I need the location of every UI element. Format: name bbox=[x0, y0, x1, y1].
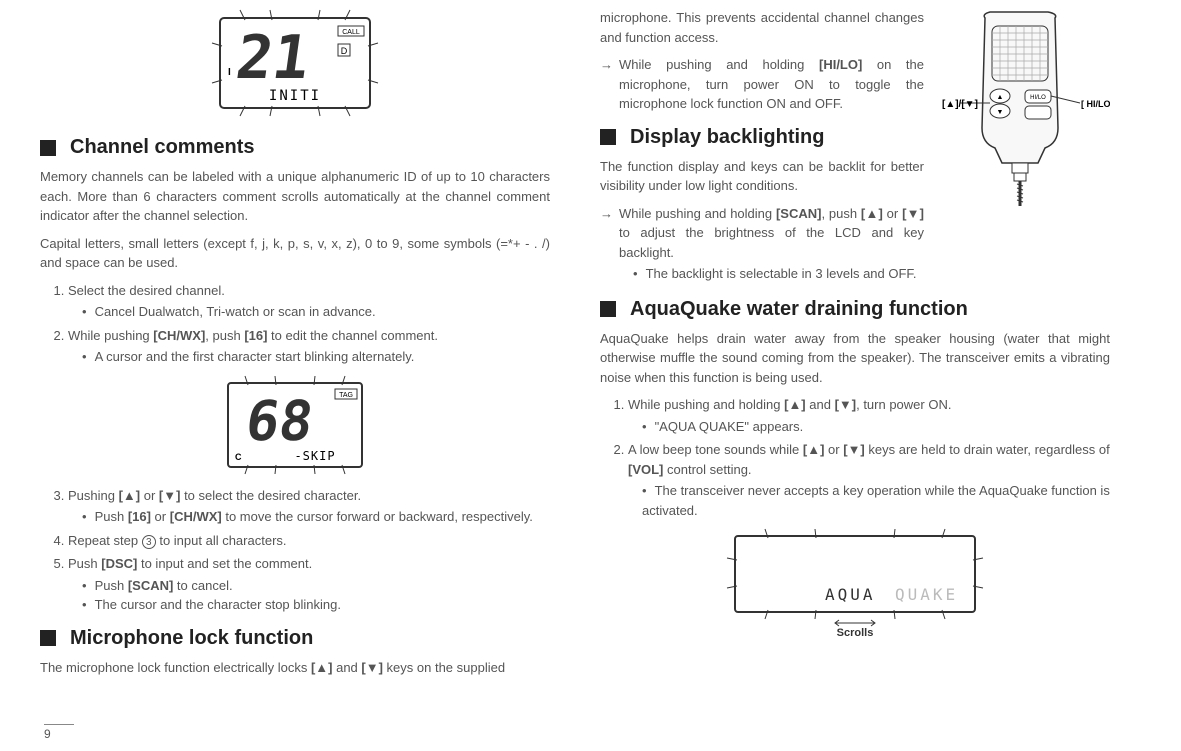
section-mic-lock: Microphone lock function bbox=[40, 627, 550, 650]
key-label: [SCAN] bbox=[776, 206, 822, 221]
key-label: [SCAN] bbox=[128, 578, 174, 593]
key-label: [▲] bbox=[803, 442, 825, 457]
list-item: A low beep tone sounds while [▲] or [▼] … bbox=[628, 440, 1110, 520]
section-title: AquaQuake water draining function bbox=[630, 298, 968, 321]
svg-text:21: 21 bbox=[232, 23, 314, 93]
paragraph: The microphone lock function electricall… bbox=[40, 658, 550, 678]
scrolls-caption: Scrolls bbox=[600, 627, 1110, 639]
lcd-channel-21: 21 D CALL I INITI bbox=[40, 8, 550, 121]
key-label: [▼] bbox=[361, 660, 383, 675]
bullet: The transceiver never accepts a key oper… bbox=[642, 481, 1110, 520]
svg-text:68: 68 bbox=[242, 390, 317, 454]
list-item: While pushing [CH/WX], push [16] to edit… bbox=[68, 326, 550, 367]
svg-text:TAG: TAG bbox=[339, 392, 353, 399]
key-label: [▼] bbox=[902, 206, 924, 221]
list-item: Pushing [▲] or [▼] to select the desired… bbox=[68, 486, 550, 527]
steps-list: Select the desired channel. Cancel Dualw… bbox=[48, 281, 550, 367]
bullet: The backlight is selectable in 3 levels … bbox=[633, 264, 924, 284]
page-number: 9 bbox=[44, 724, 74, 741]
key-label: [▼] bbox=[159, 488, 181, 503]
bullet: The cursor and the character stop blinki… bbox=[82, 595, 550, 615]
svg-text:INITI: INITI bbox=[269, 88, 321, 104]
lcd-aquaquake: AQUA QUAKE Scrolls bbox=[600, 528, 1110, 639]
list-item: Push [DSC] to input and set the comment.… bbox=[68, 554, 550, 615]
svg-text:QUAKE: QUAKE bbox=[895, 585, 958, 604]
key-label: [▲] bbox=[311, 660, 333, 675]
bullet: Push [SCAN] to cancel. bbox=[82, 576, 550, 596]
section-title: Display backlighting bbox=[630, 126, 824, 149]
paragraph: Capital letters, small letters (except f… bbox=[40, 234, 550, 273]
key-label: [▲] bbox=[784, 397, 806, 412]
list-item: While pushing and holding [▲] and [▼], t… bbox=[628, 395, 1110, 436]
svg-text:[▲]/[▼]: [▲]/[▼] bbox=[942, 99, 978, 110]
key-label: [16] bbox=[128, 509, 151, 524]
list-item: Select the desired channel. Cancel Dualw… bbox=[68, 281, 550, 322]
key-label: [DSC] bbox=[101, 556, 137, 571]
key-label: [▼] bbox=[843, 442, 865, 457]
steps-list: While pushing and holding [▲] and [▼], t… bbox=[608, 395, 1110, 520]
key-label: [▲] bbox=[861, 206, 883, 221]
circled-num: 3 bbox=[142, 535, 156, 549]
key-label: [▲] bbox=[119, 488, 141, 503]
svg-text:D: D bbox=[341, 46, 348, 56]
list-item: Repeat step 3 to input all characters. bbox=[68, 531, 550, 551]
bullet: Push [16] or [CH/WX] to move the cursor … bbox=[82, 507, 550, 527]
key-label: [HI/LO] bbox=[819, 57, 862, 72]
section-title: Channel comments bbox=[70, 136, 254, 159]
svg-text:▲: ▲ bbox=[997, 94, 1004, 101]
section-title: Microphone lock function bbox=[70, 627, 313, 650]
key-label: [16] bbox=[244, 328, 267, 343]
svg-text:▼: ▼ bbox=[997, 109, 1004, 116]
key-label: [CH/WX] bbox=[170, 509, 222, 524]
bullet: Cancel Dualwatch, Tri-watch or scan in a… bbox=[82, 302, 550, 322]
arrow-para: → While pushing and holding [SCAN], push… bbox=[600, 204, 924, 286]
key-label: [VOL] bbox=[628, 462, 663, 477]
microphone-diagram: ▲ ▼ HI/LO [▲]/[▼] [ HI/LO ] bbox=[930, 8, 1110, 211]
bullet: A cursor and the first character start b… bbox=[82, 347, 550, 367]
arrow-para: → While pushing and holding [HI/LO] on t… bbox=[600, 55, 924, 114]
bullet: "AQUA QUAKE" appears. bbox=[642, 417, 1110, 437]
section-channel-comments: Channel comments bbox=[40, 136, 550, 159]
svg-text:CALL: CALL bbox=[342, 29, 360, 36]
svg-text:C: C bbox=[235, 452, 242, 462]
paragraph: Memory channels can be labeled with a un… bbox=[40, 167, 550, 226]
key-label: [▼] bbox=[835, 397, 857, 412]
svg-text:[ HI/LO ]: [ HI/LO ] bbox=[1081, 99, 1110, 109]
svg-text:AQUA: AQUA bbox=[825, 585, 876, 604]
svg-text:HI/LO: HI/LO bbox=[1030, 95, 1046, 101]
section-display-backlight: Display backlighting bbox=[600, 126, 924, 149]
svg-text:-SKIP: -SKIP bbox=[294, 449, 335, 463]
paragraph: AquaQuake helps drain water away from th… bbox=[600, 329, 1110, 388]
section-aquaquake: AquaQuake water draining function bbox=[600, 298, 1110, 321]
steps-list-cont: Pushing [▲] or [▼] to select the desired… bbox=[48, 486, 550, 615]
svg-text:I: I bbox=[228, 67, 231, 78]
key-label: [CH/WX] bbox=[153, 328, 205, 343]
lcd-channel-68: 68 TAG C -SKIP bbox=[40, 375, 550, 478]
